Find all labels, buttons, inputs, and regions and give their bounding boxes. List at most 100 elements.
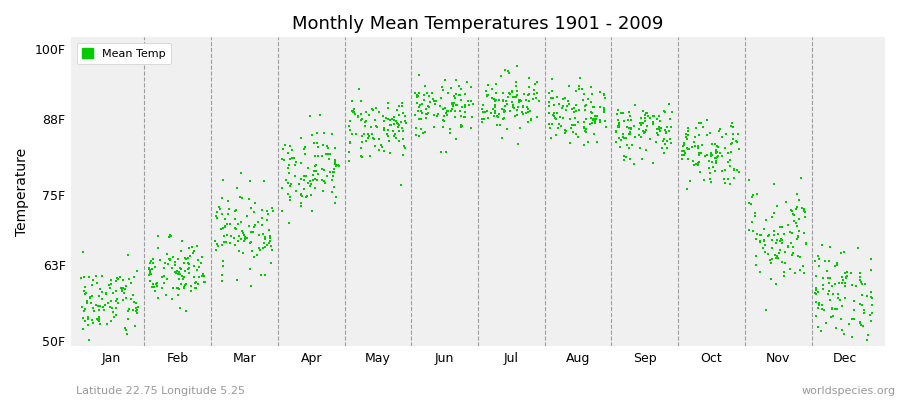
Point	[283, 143, 297, 149]
Point	[419, 115, 434, 122]
Point	[498, 103, 512, 109]
Point	[356, 131, 371, 137]
Point	[529, 114, 544, 120]
Point	[612, 135, 626, 141]
Point	[146, 259, 160, 266]
Point	[832, 295, 846, 302]
Point	[247, 224, 261, 230]
Point	[489, 90, 503, 96]
Point	[419, 110, 434, 117]
Point	[770, 252, 784, 259]
Point	[98, 302, 112, 308]
Point	[860, 293, 874, 299]
Point	[713, 150, 727, 156]
Point	[142, 269, 157, 275]
Point	[624, 125, 638, 131]
Point	[586, 104, 600, 110]
Point	[217, 233, 231, 240]
Point	[544, 95, 558, 102]
Point	[723, 156, 737, 163]
Point	[293, 200, 308, 206]
Point	[569, 102, 583, 108]
Point	[584, 115, 598, 121]
Point	[243, 266, 257, 272]
Point	[293, 135, 308, 141]
Point	[244, 239, 258, 245]
Point	[168, 269, 183, 275]
Point	[261, 210, 275, 217]
Point	[248, 222, 263, 228]
Point	[351, 113, 365, 120]
Point	[122, 276, 137, 282]
Point	[518, 110, 533, 116]
Point	[679, 131, 693, 138]
Point	[505, 98, 519, 105]
Point	[728, 138, 742, 144]
Point	[299, 173, 313, 179]
Point	[550, 94, 564, 100]
Point	[306, 176, 320, 183]
Point	[726, 124, 741, 130]
Point	[580, 126, 594, 132]
Point	[704, 152, 718, 158]
Point	[92, 293, 106, 300]
Point	[162, 256, 176, 262]
Point	[440, 112, 454, 118]
Point	[704, 150, 718, 156]
Point	[705, 152, 719, 158]
Point	[258, 244, 273, 250]
Point	[752, 232, 767, 238]
Point	[774, 236, 788, 242]
Point	[652, 125, 666, 132]
Point	[385, 128, 400, 134]
Point	[320, 144, 335, 151]
Point	[408, 112, 422, 118]
Point	[814, 242, 829, 248]
Point	[235, 194, 249, 201]
Point	[283, 197, 297, 204]
Point	[214, 226, 229, 232]
Point	[857, 310, 871, 316]
Point	[427, 124, 441, 130]
Point	[248, 200, 262, 206]
Point	[104, 281, 118, 288]
Point	[513, 97, 527, 103]
Point	[105, 309, 120, 315]
Point	[865, 295, 879, 302]
Point	[706, 164, 720, 170]
Point	[377, 118, 392, 124]
Point	[789, 206, 804, 212]
Point	[580, 138, 595, 145]
Point	[526, 96, 540, 102]
Point	[166, 285, 181, 291]
Point	[723, 181, 737, 187]
Point	[157, 273, 171, 280]
Point	[656, 136, 670, 142]
Point	[777, 268, 791, 275]
Point	[529, 79, 544, 86]
Point	[222, 221, 237, 228]
Point	[124, 280, 139, 286]
Point	[234, 219, 248, 226]
Point	[436, 87, 450, 93]
Point	[817, 258, 832, 264]
Point	[749, 252, 763, 259]
Point	[365, 130, 380, 137]
Point	[93, 286, 107, 292]
Point	[656, 138, 670, 144]
Point	[742, 177, 756, 184]
Point	[609, 128, 624, 135]
Point	[795, 205, 809, 211]
Point	[759, 307, 773, 313]
Point	[108, 298, 122, 304]
Point	[82, 274, 96, 280]
Point	[328, 145, 342, 151]
Point	[422, 104, 436, 110]
Point	[509, 112, 524, 118]
Point	[815, 306, 830, 312]
Point	[864, 294, 878, 300]
Point	[362, 112, 376, 118]
Point	[454, 124, 468, 130]
Point	[343, 127, 357, 133]
Point	[448, 114, 463, 120]
